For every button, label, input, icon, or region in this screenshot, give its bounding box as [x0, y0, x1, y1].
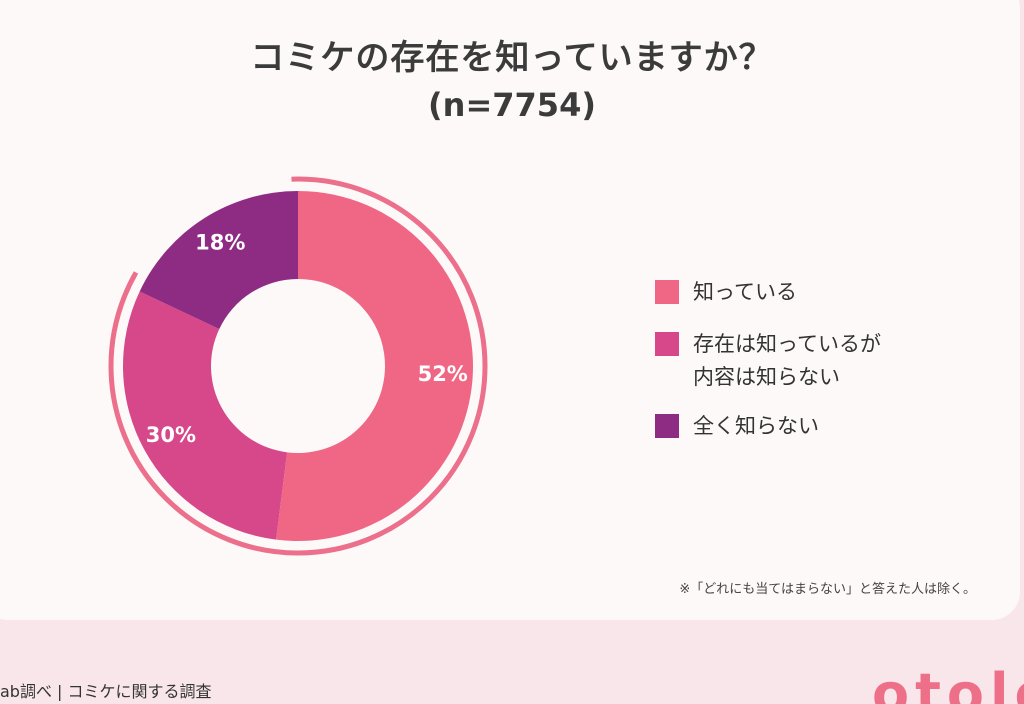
legend-label-unknown: 全く知らない — [693, 414, 819, 438]
footnote: ※「どれにも当てはまらない」と答えた人は除く。 — [679, 582, 976, 597]
chart-title: コミケの存在を知っていますか？ — [250, 38, 774, 78]
legend-swatch-unknown — [655, 414, 679, 438]
brand-logo: otolo — [872, 664, 1024, 704]
legend-item-knows: 知っている — [655, 276, 797, 309]
legend-label-knows-existence: 存在は知っているが 内容は知らない — [693, 332, 881, 389]
legend-item-unknown: 全く知らない — [655, 410, 819, 443]
source-text: ab調べ | コミケに関する調査 — [0, 682, 212, 701]
slice-label-1: 30% — [146, 423, 196, 447]
donut-slice-1 — [123, 291, 288, 540]
legend-swatch-knows-existence — [655, 332, 679, 356]
legend-swatch-knows — [655, 280, 679, 304]
ring-gap — [124, 166, 292, 276]
donut-slice-2 — [139, 191, 298, 329]
legend-item-knows-existence: 存在は知っているが 内容は知らない — [655, 328, 881, 394]
donut-slice-0 — [276, 191, 474, 541]
slice-label-0: 52% — [418, 362, 468, 386]
outer-ring — [108, 176, 488, 556]
chart-subtitle: (n=7754) — [428, 86, 596, 124]
slice-label-2: 18% — [195, 231, 245, 255]
legend-label-knows: 知っている — [693, 280, 797, 304]
